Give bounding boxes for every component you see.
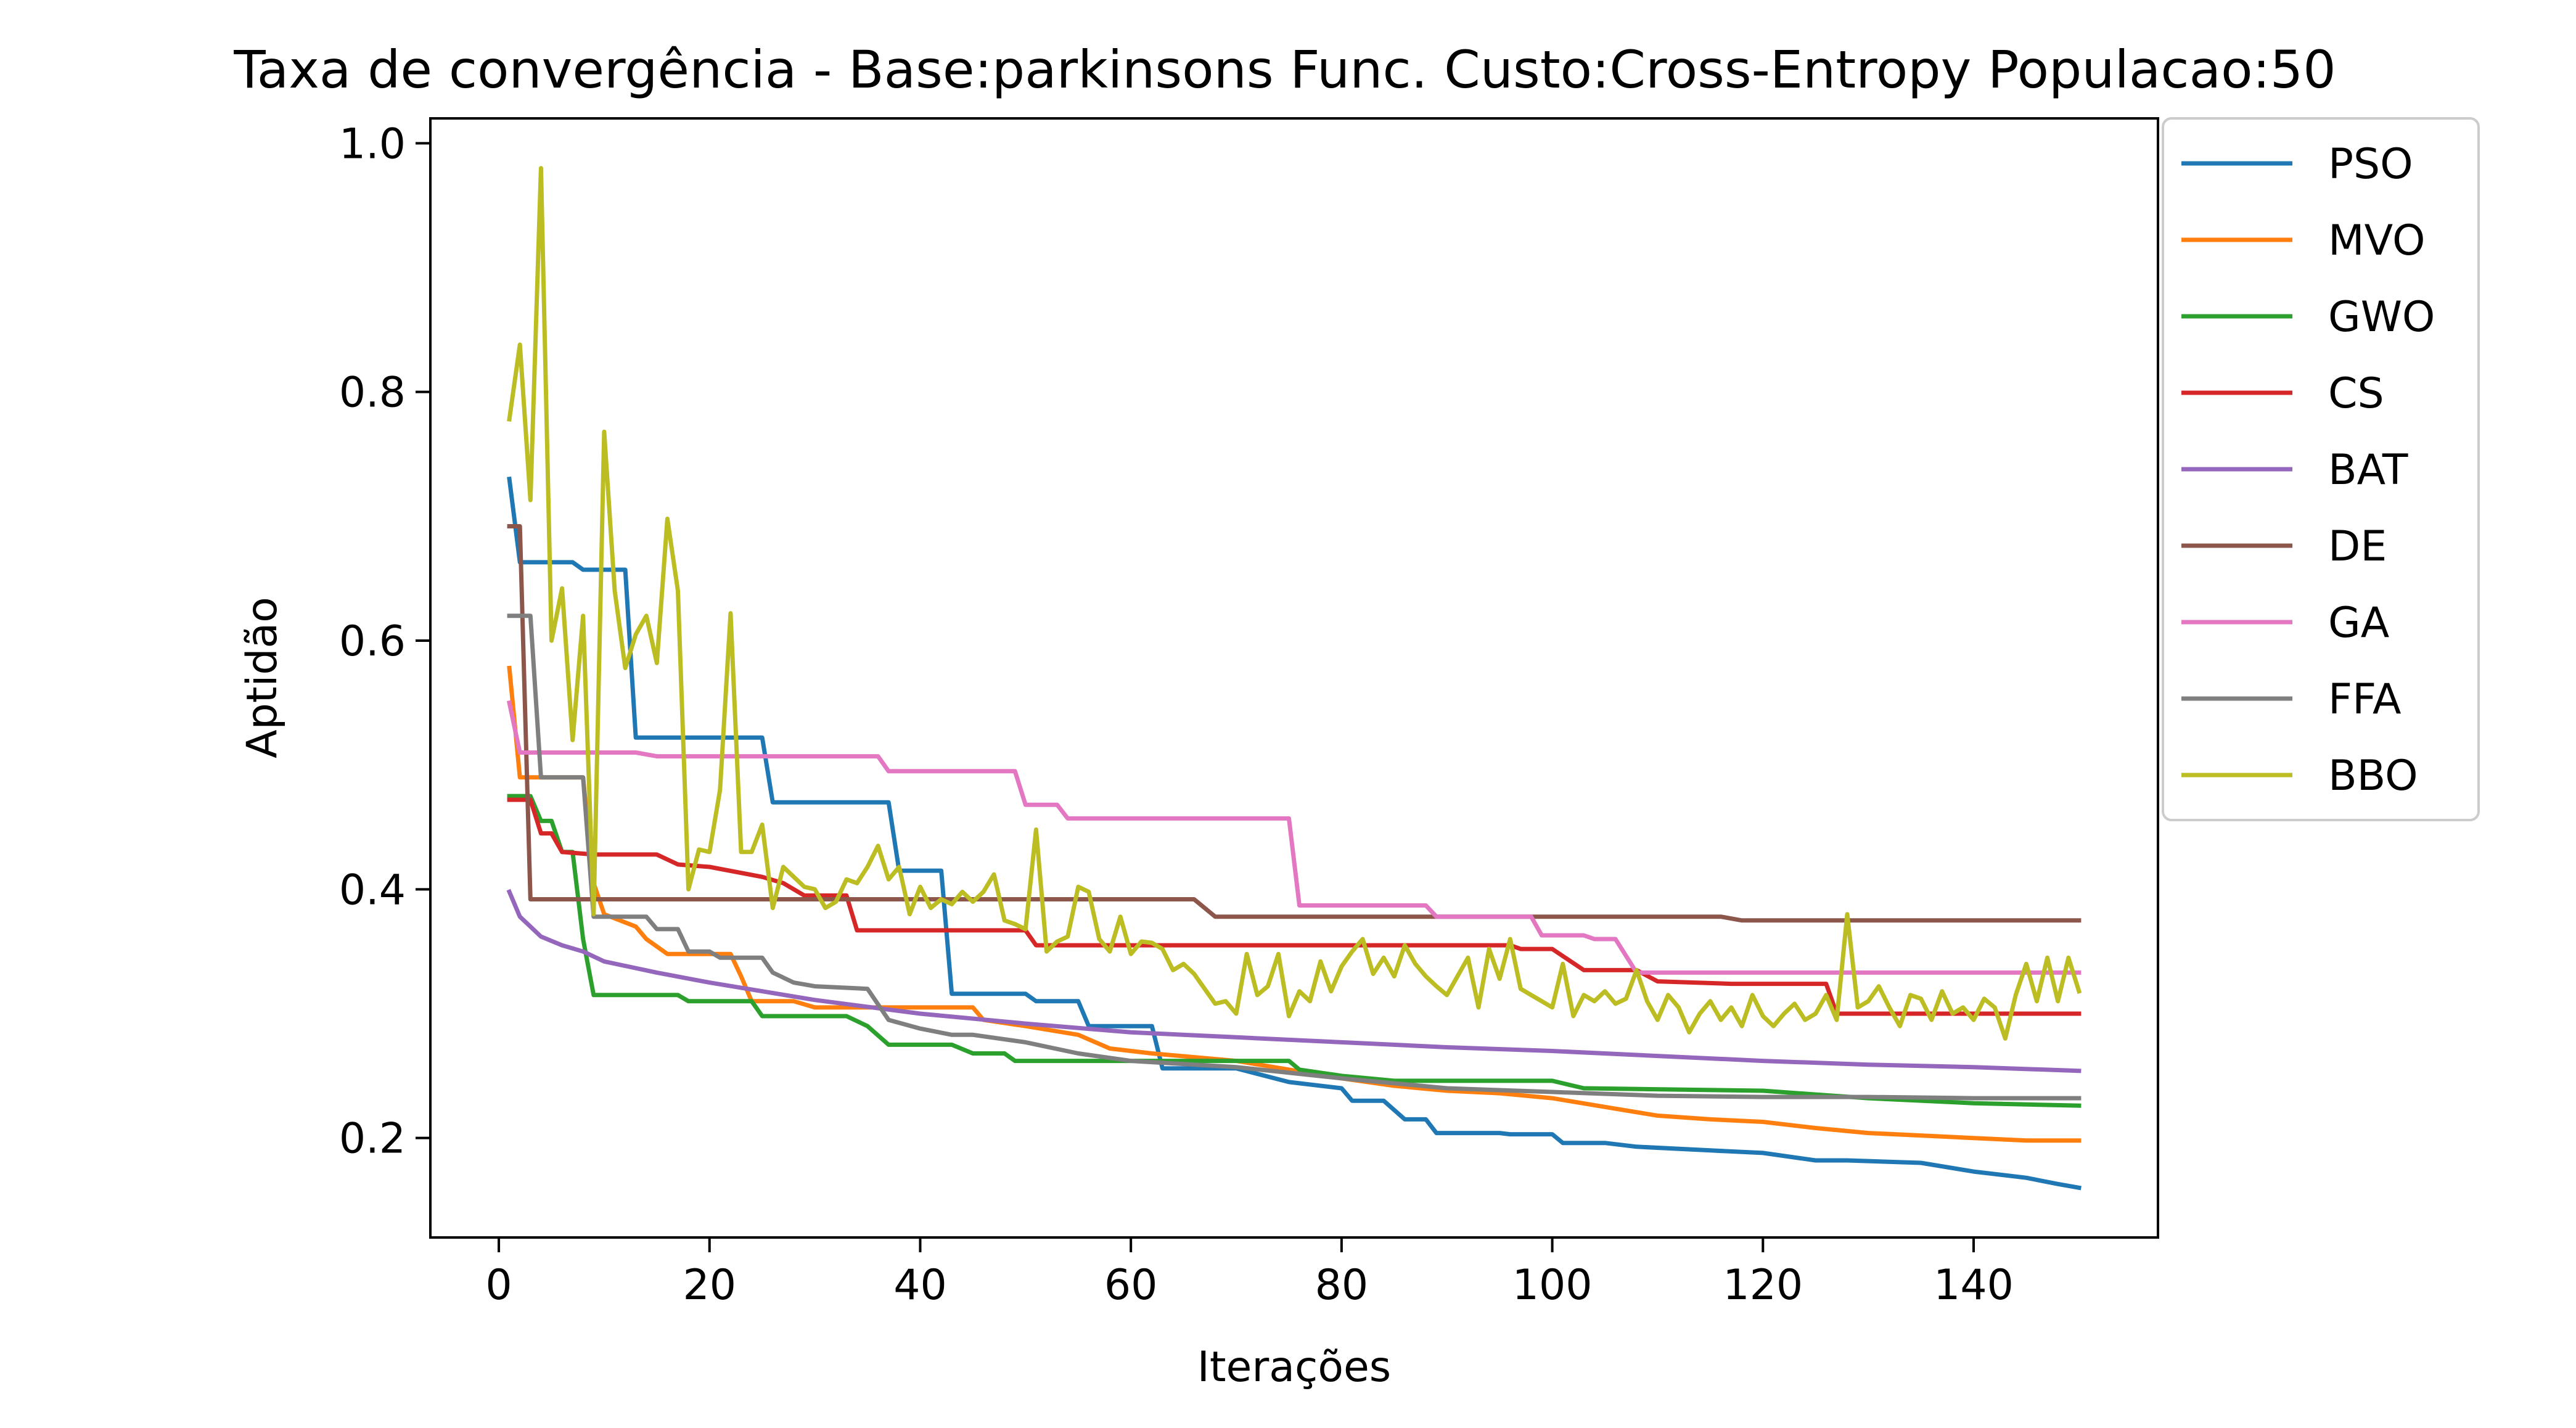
legend-label-ga: GA xyxy=(2328,599,2389,647)
legend: PSO MVO GWO CS BAT DE GA FFA BBO xyxy=(2162,117,2480,821)
y-axis-ticks: 0.2 0.4 0.6 0.8 1.0 xyxy=(339,120,430,1163)
legend-label-gwo: GWO xyxy=(2328,293,2435,342)
series-line-pso xyxy=(507,476,2082,1191)
legend-label-mvo: MVO xyxy=(2328,216,2426,265)
x-axis-ticks: 0 20 40 60 80 100 120 140 xyxy=(485,1237,2014,1310)
x-tick-label: 140 xyxy=(1934,1261,2014,1310)
legend-label-cs: CS xyxy=(2328,369,2384,418)
x-tick-label: 40 xyxy=(893,1261,947,1310)
x-tick-label: 0 xyxy=(485,1261,512,1310)
legend-items: PSO MVO GWO CS BAT DE GA FFA BBO xyxy=(2181,140,2435,800)
series-line-de xyxy=(507,524,2082,923)
legend-box xyxy=(2162,117,2480,821)
series-layer xyxy=(506,166,2082,1191)
legend-label-bbo: BBO xyxy=(2328,752,2418,800)
x-tick-label: 60 xyxy=(1104,1261,1158,1310)
series-line-cs xyxy=(507,797,2082,1016)
y-tick-label: 0.8 xyxy=(339,369,406,417)
x-tick-label: 20 xyxy=(683,1261,736,1310)
series-line-mvo xyxy=(507,665,2082,1143)
series-line-bbo xyxy=(507,166,2082,1041)
plot-area-frame xyxy=(429,117,2159,1239)
series-line-ga xyxy=(506,700,2082,975)
x-tick-label: 120 xyxy=(1723,1261,1803,1310)
legend-label-pso: PSO xyxy=(2328,140,2413,189)
x-tick-label: 80 xyxy=(1315,1261,1369,1310)
legend-label-de: DE xyxy=(2328,522,2387,571)
series-line-ffa xyxy=(507,613,2082,1101)
series-line-bat xyxy=(506,888,2082,1073)
x-axis-label: Iterações xyxy=(1197,1343,1391,1392)
legend-label-ffa: FFA xyxy=(2328,675,2402,724)
y-tick-label: 1.0 xyxy=(339,120,406,168)
y-axis-label: Aptidão xyxy=(238,597,287,758)
y-tick-label: 0.6 xyxy=(339,617,406,666)
legend-label-bat: BAT xyxy=(2328,446,2408,494)
y-tick-label: 0.2 xyxy=(339,1115,406,1163)
chart-title: Taxa de convergência - Base:parkinsons F… xyxy=(233,39,2336,100)
x-tick-label: 100 xyxy=(1512,1261,1593,1310)
y-tick-label: 0.4 xyxy=(339,866,406,914)
